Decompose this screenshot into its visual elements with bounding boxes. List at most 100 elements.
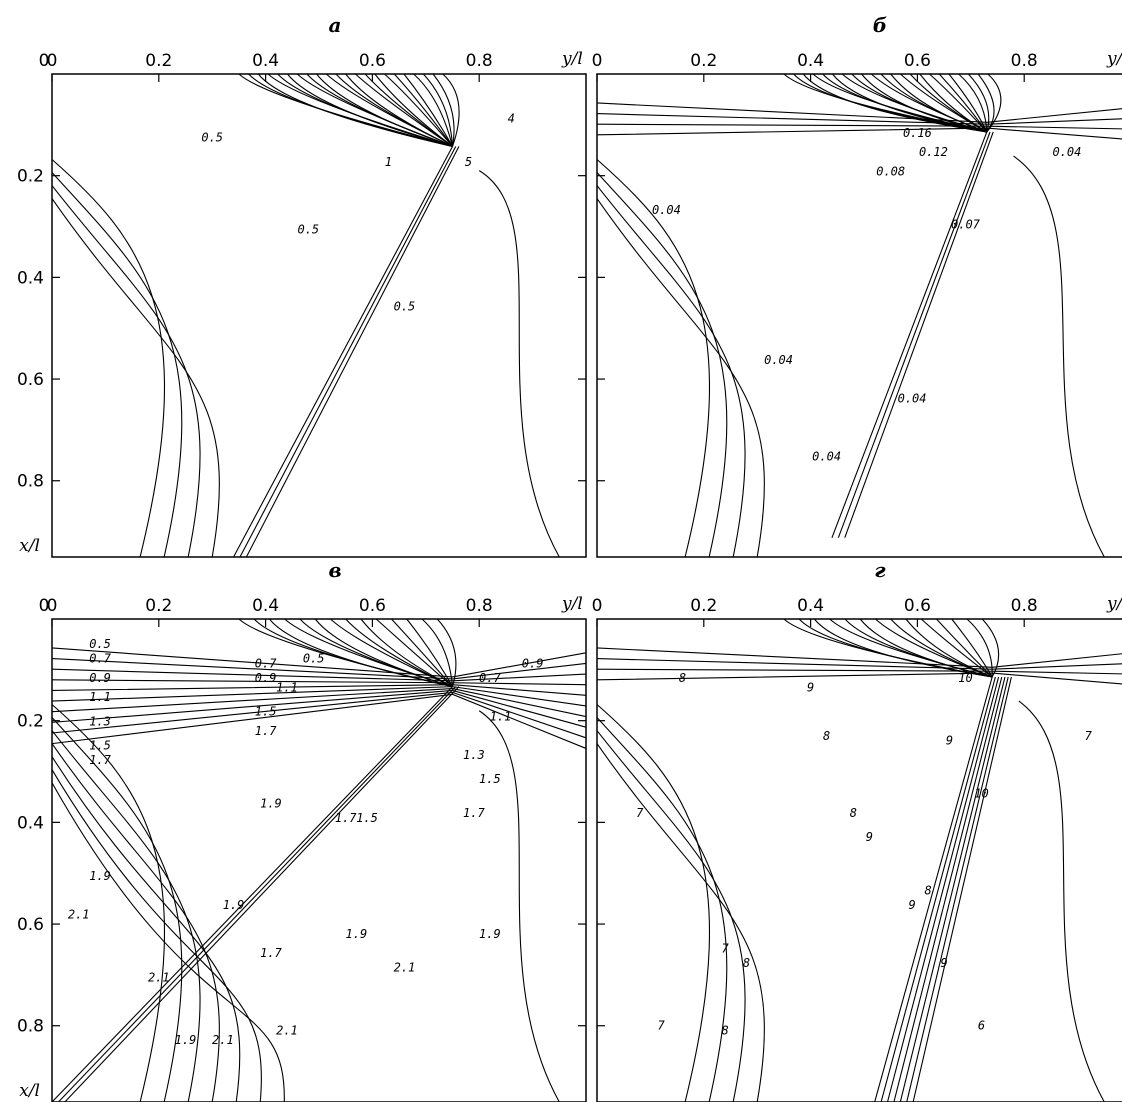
x-tick-label: 0.4 bbox=[252, 596, 279, 616]
contour-label: 2.1 bbox=[212, 1033, 234, 1047]
band-contour bbox=[596, 102, 1122, 123]
fan-contour bbox=[929, 73, 988, 133]
origin-label: 0 bbox=[39, 51, 50, 71]
x-tick-label: 0.8 bbox=[466, 51, 493, 71]
contour-label: 1.7 bbox=[260, 946, 282, 960]
x-tick-label: 0.8 bbox=[466, 596, 493, 616]
contour-label: 1 bbox=[385, 155, 392, 169]
plot-frame bbox=[51, 73, 587, 558]
shock-line bbox=[912, 676, 1012, 1102]
panel-title: в bbox=[328, 558, 341, 582]
fan-contour bbox=[393, 73, 453, 147]
contour-label: 0.5 bbox=[297, 222, 319, 236]
contour-label: 7 bbox=[657, 1019, 665, 1033]
field-contour bbox=[51, 185, 201, 558]
plot-frame bbox=[596, 73, 1122, 558]
band-contour bbox=[51, 679, 587, 686]
fan-contour bbox=[374, 73, 453, 147]
field-contour bbox=[51, 198, 220, 558]
contour-label: 1.5 bbox=[479, 772, 501, 786]
contour-label: 9 bbox=[946, 734, 953, 748]
contour-label: 0.12 bbox=[919, 145, 948, 159]
x-tick-label: 0 bbox=[592, 51, 603, 71]
fan-contour bbox=[268, 618, 453, 688]
contour-label: 0.07 bbox=[951, 218, 981, 232]
field-contour bbox=[51, 172, 183, 558]
contour-label: 2.1 bbox=[276, 1023, 298, 1037]
contour-label: 0.04 bbox=[812, 449, 841, 463]
contour-label: 8 bbox=[823, 729, 830, 743]
y-tick-label: 0.2 bbox=[17, 167, 44, 187]
contour-label: 1.9 bbox=[175, 1033, 197, 1047]
contour-label: 1.9 bbox=[89, 869, 111, 883]
y-tick-label: 0.6 bbox=[17, 370, 44, 390]
contour-label: 1.1 bbox=[89, 690, 111, 704]
x-axis-label: y/l bbox=[1106, 594, 1122, 614]
contour-label: 8 bbox=[722, 1023, 729, 1037]
contour-label: 0.04 bbox=[652, 203, 681, 217]
contour-label: 8 bbox=[743, 956, 750, 970]
shock-line bbox=[899, 676, 1006, 1102]
band-contour bbox=[51, 647, 587, 678]
x-tick-label: 0.4 bbox=[797, 51, 824, 71]
contour-label: 0.04 bbox=[1052, 145, 1081, 159]
shock-line bbox=[844, 131, 994, 538]
contour-label: 8 bbox=[679, 671, 686, 685]
fan-contour bbox=[890, 73, 988, 133]
contour-lines bbox=[51, 618, 587, 1102]
shock-line bbox=[831, 131, 988, 538]
contour-label: 9 bbox=[807, 680, 814, 694]
fan-contour bbox=[905, 618, 993, 678]
x-tick-label: 0.6 bbox=[359, 596, 386, 616]
shock-line bbox=[893, 676, 1003, 1102]
panel-3: в0 0.2 0.4 0.6 0.8 y/l0.20.40.60.8x/l00.50.70… bbox=[17, 558, 587, 1102]
fan-contour bbox=[316, 73, 453, 147]
contour-label: 10 bbox=[958, 671, 972, 685]
shock-line bbox=[880, 676, 996, 1102]
panel-4: г00.20.40.60.8y/l89108971078998789786 bbox=[592, 558, 1122, 1102]
y-tick-label: 0.4 bbox=[17, 268, 44, 288]
contour-label: 2.1 bbox=[148, 970, 170, 984]
x-tick-label: 0.6 bbox=[904, 596, 931, 616]
fan-contour bbox=[432, 73, 455, 147]
y-axis-label: x/l bbox=[19, 1081, 40, 1101]
shock-line bbox=[886, 676, 1000, 1102]
fan-contour bbox=[919, 73, 988, 133]
band-contour bbox=[51, 658, 587, 680]
contour-label: 10 bbox=[974, 787, 988, 801]
contour-label: 1.7 bbox=[335, 811, 357, 825]
contour-label: 0.9 bbox=[89, 671, 111, 685]
x-tick-label: 0 bbox=[592, 596, 603, 616]
band-contour bbox=[51, 689, 587, 728]
shock-line bbox=[233, 146, 453, 558]
panel-title: а bbox=[329, 13, 342, 37]
plot-frame bbox=[596, 618, 1122, 1102]
band-contour bbox=[51, 693, 587, 749]
fan-contour bbox=[422, 73, 454, 147]
y-tick-label: 0.8 bbox=[17, 472, 44, 492]
panel-1: а 0 0.2 0.4 0.6 0.8 y/l 0.2 0.4 0.6 0.8 x/l 0 0.5 0.5 0… bbox=[17, 13, 587, 558]
panel-title: г bbox=[874, 558, 886, 582]
fan-contour bbox=[314, 618, 453, 688]
fan-contour bbox=[981, 618, 1000, 678]
field-contour bbox=[596, 730, 746, 1102]
field-contour bbox=[51, 730, 201, 1102]
contour-label: 1.7 bbox=[255, 724, 277, 738]
fan-contour bbox=[413, 73, 454, 147]
contour-label: 1.5 bbox=[89, 738, 111, 752]
contour-label: 1.7 bbox=[89, 753, 111, 767]
field-contour bbox=[596, 743, 765, 1102]
band-contour bbox=[51, 684, 587, 696]
x-tick-label: 0.8 bbox=[1011, 596, 1038, 616]
field-contour bbox=[596, 185, 746, 558]
contour-label: 1.9 bbox=[260, 796, 282, 810]
contour-label: 4 bbox=[508, 111, 515, 125]
band-contour bbox=[51, 686, 587, 707]
y-tick-label: 0.6 bbox=[17, 915, 44, 935]
contour-label: 8 bbox=[924, 883, 931, 897]
contour-label: 0.5 bbox=[394, 300, 416, 314]
band-contour bbox=[596, 658, 1122, 670]
x-tick-label: 0.2 bbox=[145, 596, 172, 616]
x-tick-label: 0.4 bbox=[252, 51, 279, 71]
contour-label: 8 bbox=[850, 806, 857, 820]
